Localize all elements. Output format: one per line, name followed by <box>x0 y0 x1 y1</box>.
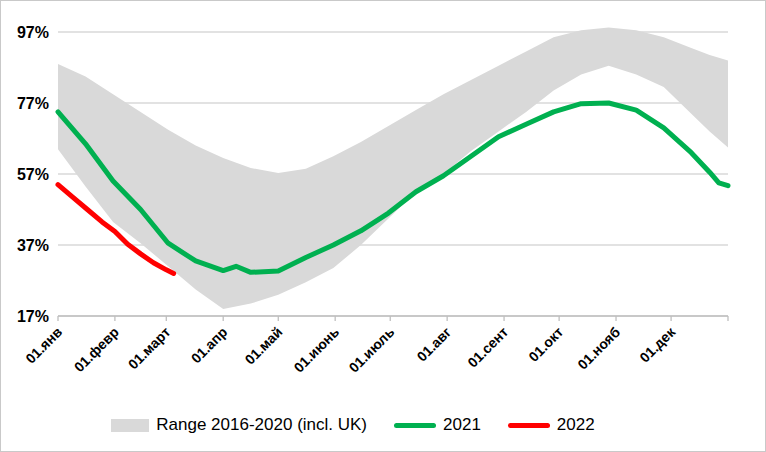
chart-legend: Range 2016-2020 (incl. UK) 2021 2022 <box>0 405 735 445</box>
legend-item-2022: 2022 <box>508 415 595 435</box>
y-axis-label: 37% <box>17 237 49 254</box>
legend-item-range: Range 2016-2020 (incl. UK) <box>111 415 367 435</box>
x-axis-label: 01.дек <box>636 323 679 366</box>
x-axis-label: 01.май <box>242 324 286 368</box>
x-axis-label: 01.сент <box>464 324 511 371</box>
y-axis-label: 57% <box>17 166 49 183</box>
chart-svg: 17% 37% 57% 77% 97% 01.янв01.февр01.март 01.ап… <box>1 1 766 401</box>
legend-label-2021: 2021 <box>443 415 481 435</box>
y-axis-label: 17% <box>17 308 49 325</box>
legend-label-2022: 2022 <box>557 415 595 435</box>
y-axis-label: 97% <box>17 24 49 41</box>
x-axis-label: 01.июнь <box>291 324 343 376</box>
legend-item-2021: 2021 <box>394 415 481 435</box>
x-axis-label: 01.янв <box>22 324 65 367</box>
x-axis-label: 01.февр <box>71 324 122 375</box>
chart-frame: 17% 37% 57% 77% 97% 01.янв01.февр01.март 01.ап… <box>0 0 766 452</box>
y-axis-label: 77% <box>17 95 49 112</box>
legend-swatch-2022-line <box>508 423 550 428</box>
x-axis-label: 01.март <box>125 324 174 373</box>
legend-swatch-2021-line <box>394 423 436 428</box>
x-axis-label: 01.окт <box>525 324 566 365</box>
x-axis-label: 01.нояб <box>574 324 623 373</box>
legend-label-range: Range 2016-2020 (incl. UK) <box>156 415 367 435</box>
x-axis-label: 01.июль <box>346 324 398 376</box>
legend-swatch-range-band <box>111 419 149 432</box>
x-axis-label: 01.авг <box>413 324 454 365</box>
x-axis-label: 01.апр <box>188 324 231 367</box>
